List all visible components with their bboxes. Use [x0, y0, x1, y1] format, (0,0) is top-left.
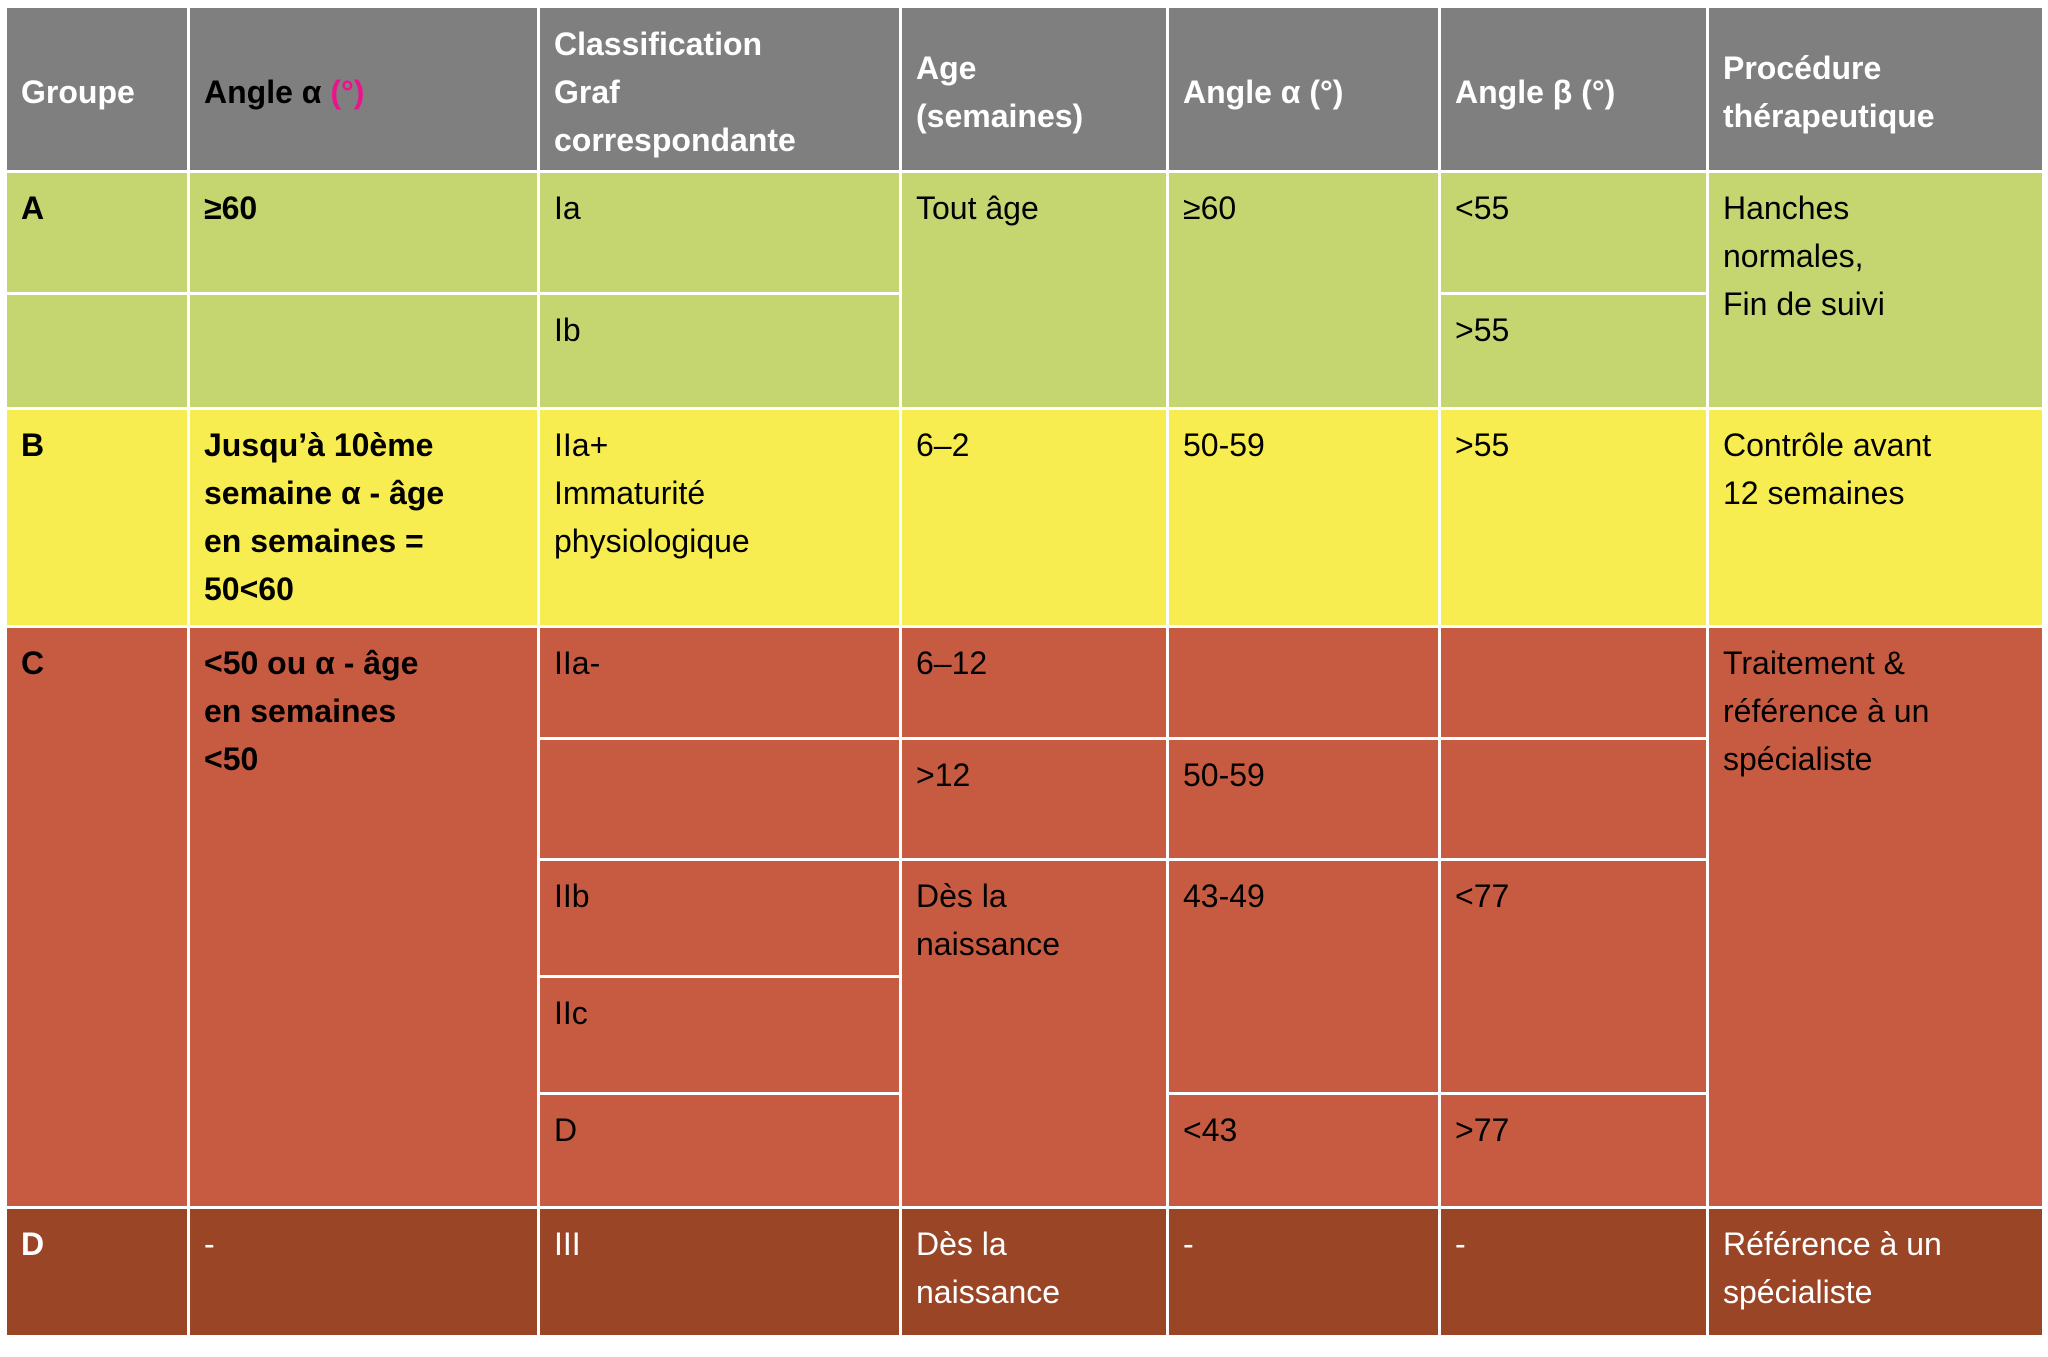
cell-a-procedure: Hanches normales, Fin de suivi: [1706, 170, 2045, 410]
row-c2: >12 50-59: [6, 737, 2044, 861]
row-b: B Jusqu’à 10ème semaine α - âge en semai…: [4, 407, 2045, 628]
cell-a-graf-ib: Ib: [537, 292, 902, 410]
header-angle-alpha-2: Angle α (°): [1166, 5, 1441, 173]
row-c1: C <50 ou α - âge en semaines <50 IIa- 6–…: [4, 625, 2045, 1209]
cell-b-alpha: Jusqu’à 10ème semaine α - âge en semaine…: [187, 407, 540, 628]
cell-c-graf-d: D: [537, 1092, 902, 1209]
cell-c-graf-iic: IIc: [537, 975, 902, 1095]
cell-b-procedure: Contrôle avant 12 semaines: [1706, 407, 2045, 628]
row-c3: IIb Dès la naissance 43-49 <77: [6, 858, 2044, 1209]
header-groupe: Groupe: [4, 5, 190, 173]
row-a1: A ≥60 Ia Tout âge ≥60 <55 Hanches normal…: [4, 170, 2045, 410]
cell-c-graf-iib: IIb: [537, 858, 902, 978]
cell-d-alpha: -: [187, 1206, 540, 1338]
cell-a-alpha-empty: [187, 292, 540, 410]
cell-c-alpha2-5: <43: [1166, 1092, 1441, 1209]
row-a2: Ib >55: [4, 292, 2044, 410]
cell-c-beta-empty-2: [1438, 737, 1709, 861]
cell-d-age: Dès la naissance: [899, 1206, 1169, 1338]
header-angle-alpha-unit: (°): [330, 73, 365, 110]
row-d: D - III Dès la naissance - - Référence à…: [4, 1206, 2045, 1338]
header-age-semaines: Age (semaines): [899, 5, 1169, 173]
cell-a-group-empty: [4, 292, 190, 410]
header-angle-alpha-label: Angle α: [204, 73, 331, 110]
header-row: Groupe Angle α (°) Classification Graf c…: [4, 5, 2045, 173]
row-c5: D <43 >77: [6, 1092, 2044, 1209]
header-angle-beta: Angle β (°): [1438, 5, 1709, 173]
cell-b-alpha2: 50-59: [1166, 407, 1441, 628]
cell-d-procedure: Référence à un spécialiste: [1706, 1206, 2045, 1338]
cell-a-alpha: ≥60: [187, 170, 540, 295]
cell-c-age-1: 6–12: [899, 625, 1169, 740]
cell-c-beta-3: <77: [1438, 858, 1709, 1095]
cell-a-graf-ia: Ia: [537, 170, 902, 295]
cell-c-alpha2-empty: [1166, 625, 1441, 740]
cell-a-age: Tout âge: [899, 170, 1169, 410]
cell-c-beta-empty-1: [1438, 625, 1709, 740]
cell-b-age: 6–2: [899, 407, 1169, 628]
cell-c-age-3: Dès la naissance: [899, 858, 1169, 1209]
cell-c-group: C: [4, 625, 190, 1209]
cell-c-graf-iia-minus: IIa-: [537, 625, 902, 740]
cell-a-group: A: [4, 170, 190, 295]
cell-d-beta: -: [1438, 1206, 1709, 1338]
cell-d-alpha2: -: [1166, 1206, 1441, 1338]
cell-a-beta-2: >55: [1438, 292, 1709, 410]
cell-a-beta-1: <55: [1438, 170, 1709, 295]
cell-c-alpha2-3: 43-49: [1166, 858, 1441, 1095]
cell-d-graf: III: [537, 1206, 902, 1338]
graf-classification-table: Groupe Angle α (°) Classification Graf c…: [4, 5, 2045, 1338]
cell-b-graf: IIa+ Immaturité physiologique: [537, 407, 902, 628]
cell-d-group: D: [4, 1206, 190, 1338]
cell-c-graf-empty: [537, 737, 902, 861]
cell-b-group: B: [4, 407, 190, 628]
cell-c-alpha: <50 ou α - âge en semaines <50: [187, 625, 540, 1209]
cell-c-procedure: Traitement & référence à un spécialiste: [1706, 625, 2045, 1209]
cell-c-age-2: >12: [899, 737, 1169, 861]
header-procedure: Procédure thérapeutique: [1706, 5, 2045, 173]
cell-b-beta: >55: [1438, 407, 1709, 628]
header-classification-graf: Classification Graf correspondante: [537, 5, 902, 173]
cell-c-alpha2-2: 50-59: [1166, 737, 1441, 861]
cell-a-alpha2: ≥60: [1166, 170, 1441, 410]
cell-c-beta-5: >77: [1438, 1092, 1709, 1209]
header-angle-alpha: Angle α (°): [187, 5, 540, 173]
row-c4: IIc: [6, 975, 2044, 1095]
